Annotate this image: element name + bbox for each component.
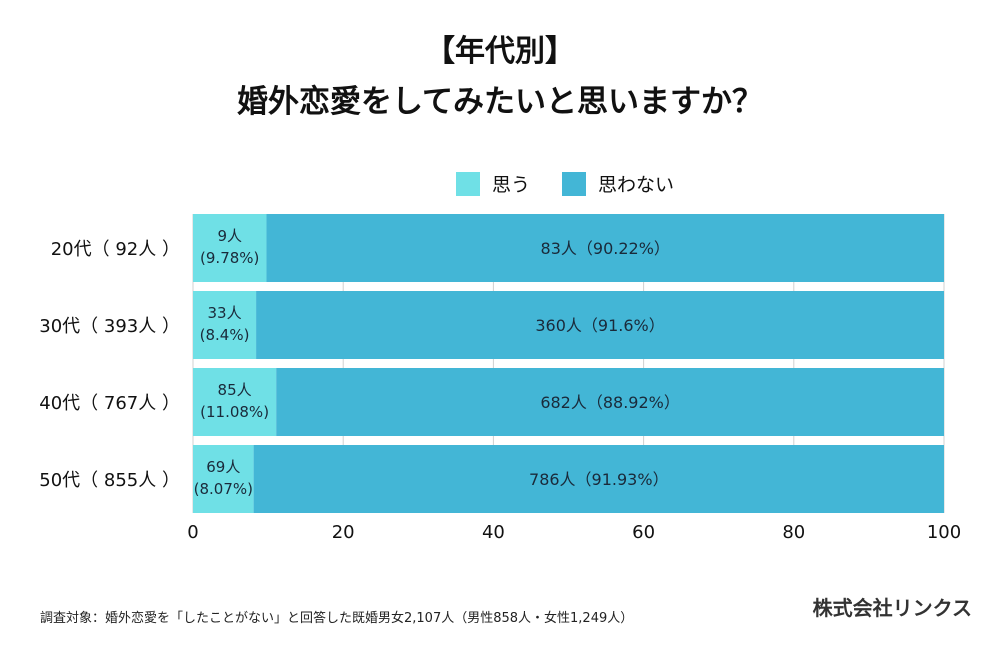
bar-no-1 <box>256 291 945 359</box>
legend-swatch-yes <box>456 171 480 196</box>
category-label-3: 50代（ 855人 ） <box>39 470 180 491</box>
data-label-yes-count-0: 9人 <box>217 227 242 245</box>
data-label-yes-count-3: 69人 <box>206 458 240 476</box>
legend-label-yes: 思う <box>492 174 531 196</box>
legend-swatch-no <box>562 171 587 196</box>
data-label-no-3: 786人（91.93%） <box>529 470 669 489</box>
x-tick-label-60: 60 <box>632 522 655 543</box>
x-tick-label-40: 40 <box>482 522 505 543</box>
category-label-0: 20代（ 92人 ） <box>51 239 180 260</box>
data-label-yes-pct-0: (9.78%) <box>200 249 259 267</box>
bar-no-0 <box>266 214 944 282</box>
legend-label-no: 思わない <box>598 174 675 196</box>
legend: 思う 思わない <box>456 170 706 197</box>
data-label-no-2: 682人（88.92%） <box>540 393 680 412</box>
chart-title-line-1: 【年代別】 <box>425 34 575 69</box>
data-label-yes-count-1: 33人 <box>207 304 241 322</box>
bar-no-3 <box>253 445 944 513</box>
x-tick-label-0: 0 <box>187 522 198 543</box>
legend-item-no: 思わない <box>562 170 674 197</box>
company-name: 株式会社リンクス <box>812 596 972 620</box>
data-label-yes-count-2: 85人 <box>218 381 252 399</box>
legend-item-yes: 思う <box>456 170 530 197</box>
bar-yes-2 <box>193 368 277 436</box>
bar-yes-3 <box>193 445 254 513</box>
x-tick-label-80: 80 <box>782 522 805 543</box>
data-label-no-1: 360人（91.6%） <box>535 316 664 335</box>
survey-footnote: 調査対象：婚外恋愛を「したことがない」と回答した既婚男女2,107人（男性858… <box>40 611 634 626</box>
data-label-no-0: 83人（90.22%） <box>541 239 670 258</box>
data-label-yes-pct-3: (8.07%) <box>194 480 253 498</box>
x-tick-label-20: 20 <box>332 522 355 543</box>
data-label-yes-pct-1: (8.4%) <box>200 326 250 344</box>
category-label-1: 30代（ 393人 ） <box>39 316 180 337</box>
chart-title-line-2: 婚外恋愛をしてみたいと思いますか？ <box>236 84 764 120</box>
bar-no-2 <box>276 368 944 436</box>
x-tick-label-100: 100 <box>927 522 961 543</box>
category-label-2: 40代（ 767人 ） <box>39 393 180 414</box>
bar-yes-0 <box>193 214 267 282</box>
data-label-yes-pct-2: (11.08%) <box>200 403 269 421</box>
bar-yes-1 <box>193 291 257 359</box>
